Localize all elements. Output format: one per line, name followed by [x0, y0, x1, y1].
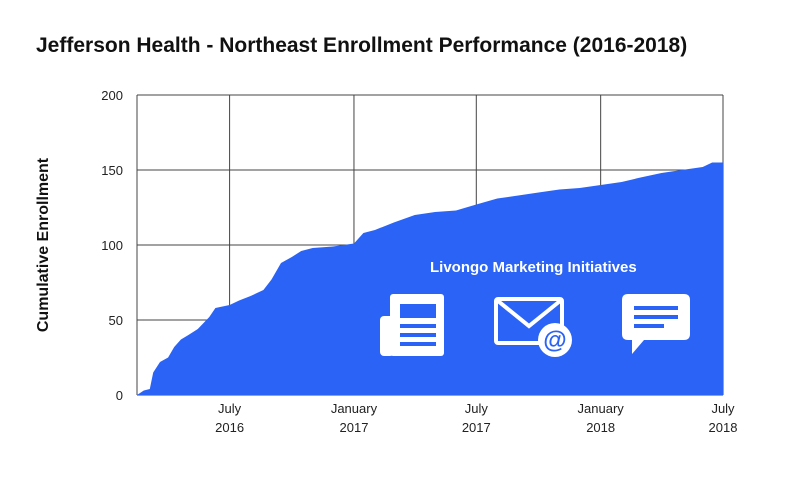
y-tick-label: 200	[101, 88, 123, 103]
x-tick-label-line1: January	[331, 401, 378, 416]
y-tick-label: 150	[101, 163, 123, 178]
x-tick-label-line2: 2018	[709, 420, 738, 435]
svg-text:@: @	[543, 327, 566, 354]
y-tick-label: 0	[116, 388, 123, 403]
chat-message-icon	[622, 294, 690, 354]
x-tick-label-line2: 2016	[215, 420, 244, 435]
newspaper-icon	[380, 294, 444, 356]
annotation-label: Livongo Marketing Initiatives	[430, 259, 637, 276]
x-tick-label-line2: 2017	[340, 420, 369, 435]
area-series	[137, 162, 723, 395]
y-tick-label: 100	[101, 238, 123, 253]
tick-labels: 0 50 100 150 200 July 2016 January 2017 July 2017 J…	[101, 88, 737, 435]
y-tick-label: 50	[109, 313, 123, 328]
x-tick-label-line1: July	[711, 401, 735, 416]
email-at-icon: @	[494, 297, 572, 357]
x-tick-label-line1: January	[578, 401, 625, 416]
x-tick-label-line2: 2017	[462, 420, 491, 435]
x-tick-label-line1: July	[218, 401, 242, 416]
x-tick-label-line2: 2018	[586, 420, 615, 435]
area-series-0	[137, 162, 723, 395]
chart-title: Jefferson Health - Northeast Enrollment …	[36, 34, 688, 57]
x-tick-label-line1: July	[465, 401, 489, 416]
